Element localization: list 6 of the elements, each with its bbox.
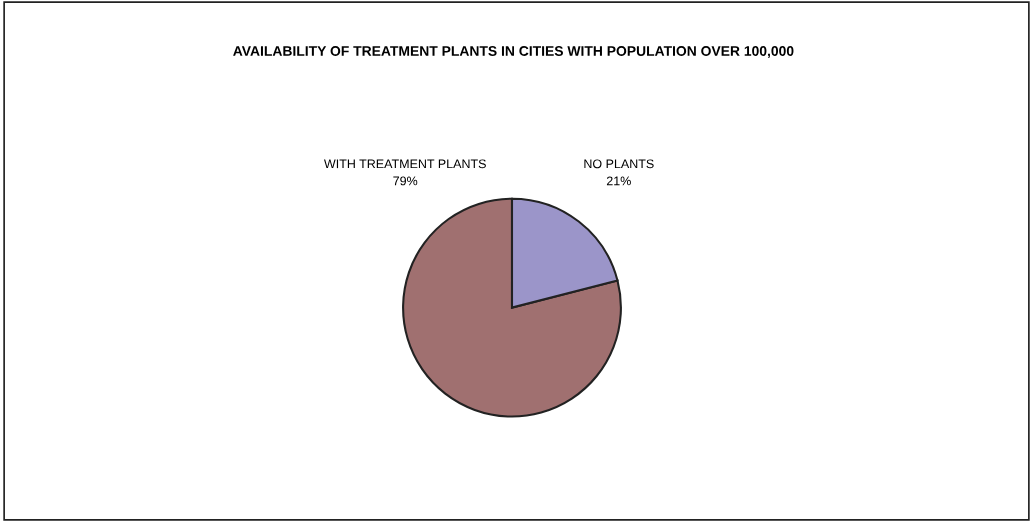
slice-label: NO PLANTS (584, 159, 654, 169)
slice-label: WITH TREATMENT PLANTS (323, 159, 486, 169)
data-label: 79% (393, 176, 418, 186)
data-label: 21% (606, 176, 631, 186)
chart-title: AVAILABILITY OF TREATMENT PLANTS IN CITIES WITH POPULATION OVER 100,000 (233, 46, 794, 58)
pie-slice (402, 197, 622, 418)
